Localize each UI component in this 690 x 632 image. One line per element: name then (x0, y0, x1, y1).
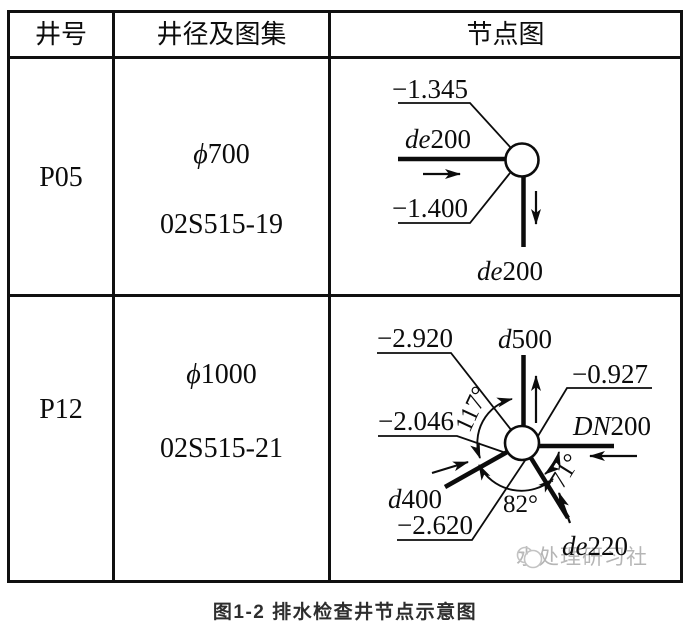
watermark: 水处理研习社 (516, 541, 648, 571)
atlas-p05: 02S515-19 (160, 209, 283, 240)
phi-symbol: ϕ (186, 359, 201, 390)
diameter-value: 1000 (200, 359, 257, 390)
atlas-p12: 02S515-21 (160, 433, 283, 464)
p12-angle-bottom-label: 82° (503, 491, 538, 518)
header-well-id: 井号 (34, 20, 87, 49)
watermark-text: 水处理研习社 (516, 546, 648, 569)
p12-lower-left-flow-arrow (431, 460, 469, 475)
p05-elev-bottom-leader-line (398, 172, 511, 224)
p12-elev-left-label: −2.046 (378, 406, 454, 436)
p12-elev-top-left-label: −2.920 (377, 323, 453, 353)
p05-elev-top-leader-line (398, 102, 512, 149)
diameter-p12: ϕ1000 (115, 361, 328, 389)
p12-angle-arc-82 (478, 464, 554, 493)
p12-elev-top-right-leader (537, 387, 652, 437)
p12-angle-left-label: 117° (450, 382, 494, 436)
p12-elev-left-leader (378, 435, 507, 454)
p12-elev-bottom-left-label: −2.620 (397, 510, 473, 540)
header-diameter-atlas: 井径及图集 (156, 20, 287, 49)
row-divider (7, 294, 683, 297)
p05-inlet-pipe-label: de200 (405, 124, 471, 154)
p12-angle-arc-117 (470, 397, 513, 459)
p05-manhole-circle (504, 142, 540, 178)
header-divider (7, 56, 683, 59)
figure-caption: 图1-2 排水检查井节点示意图 (212, 602, 478, 623)
p12-angle-arc-71 (544, 451, 561, 475)
p12-lower-right-flow-arrow (557, 492, 572, 524)
well-id-p05: P05 (39, 162, 83, 193)
p12-lower-left-pipe-label: d400 (388, 484, 442, 514)
p12-lower-left-pipe-line (443, 449, 511, 489)
p05-elev-top-label: −1.345 (392, 74, 468, 104)
p05-elev-bottom-label: −1.400 (392, 193, 468, 223)
p12-lower-right-pipe-label: de220 (562, 531, 628, 561)
p12-right-pipe-label: DN200 (572, 411, 651, 441)
phi-symbol: ϕ (193, 139, 208, 170)
p12-elev-top-right-label: −0.927 (572, 359, 648, 389)
header-node-diagram: 节点图 (466, 20, 545, 49)
diameter-p05: ϕ700 (115, 141, 328, 169)
p05-node-diagram: −1.345 de200 −1.400 de200 (392, 74, 543, 286)
p12-node-diagram: d500 −2.920 −0.927 DN200 −2.046 d400 −2.… (377, 323, 652, 561)
p12-manhole-circle (503, 424, 541, 462)
well-id-p12: P12 (39, 394, 83, 425)
diameter-value: 700 (207, 139, 250, 170)
p05-outlet-pipe-label: de200 (477, 256, 543, 286)
watermark-logo-icon (516, 546, 543, 568)
p12-top-pipe-label: d500 (498, 324, 552, 354)
